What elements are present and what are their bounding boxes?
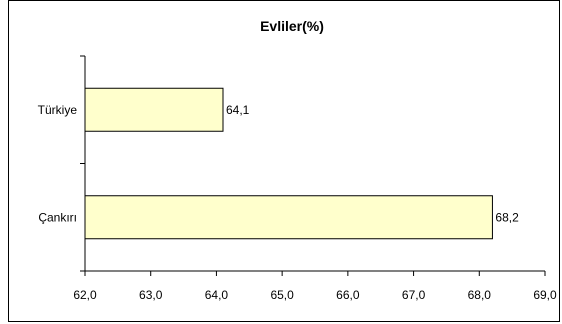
bar — [84, 87, 224, 132]
x-tick-label: 68,0 — [468, 288, 492, 302]
data-label: 64,1 — [226, 103, 250, 117]
bar — [84, 195, 493, 240]
chart-frame — [8, 0, 560, 322]
plot-area: 62,0 63,0 64,0 65,0 66,0 67,0 68,0 69,0 Türkiye 6… — [38, 55, 557, 302]
x-tick-label: 63,0 — [139, 288, 163, 302]
x-tick-label: 67,0 — [402, 288, 426, 302]
category-label: Türkiye — [38, 103, 78, 117]
x-tick-label: 62,0 — [73, 288, 97, 302]
x-tick-label: 66,0 — [336, 288, 360, 302]
category-label: Çankırı — [38, 210, 77, 224]
x-tick-label: 69,0 — [533, 288, 557, 302]
data-label: 68,2 — [495, 210, 519, 224]
chart-title: Evliler(%) — [260, 18, 324, 34]
x-tick-label: 64,0 — [205, 288, 229, 302]
x-tick-label: 65,0 — [270, 288, 294, 302]
